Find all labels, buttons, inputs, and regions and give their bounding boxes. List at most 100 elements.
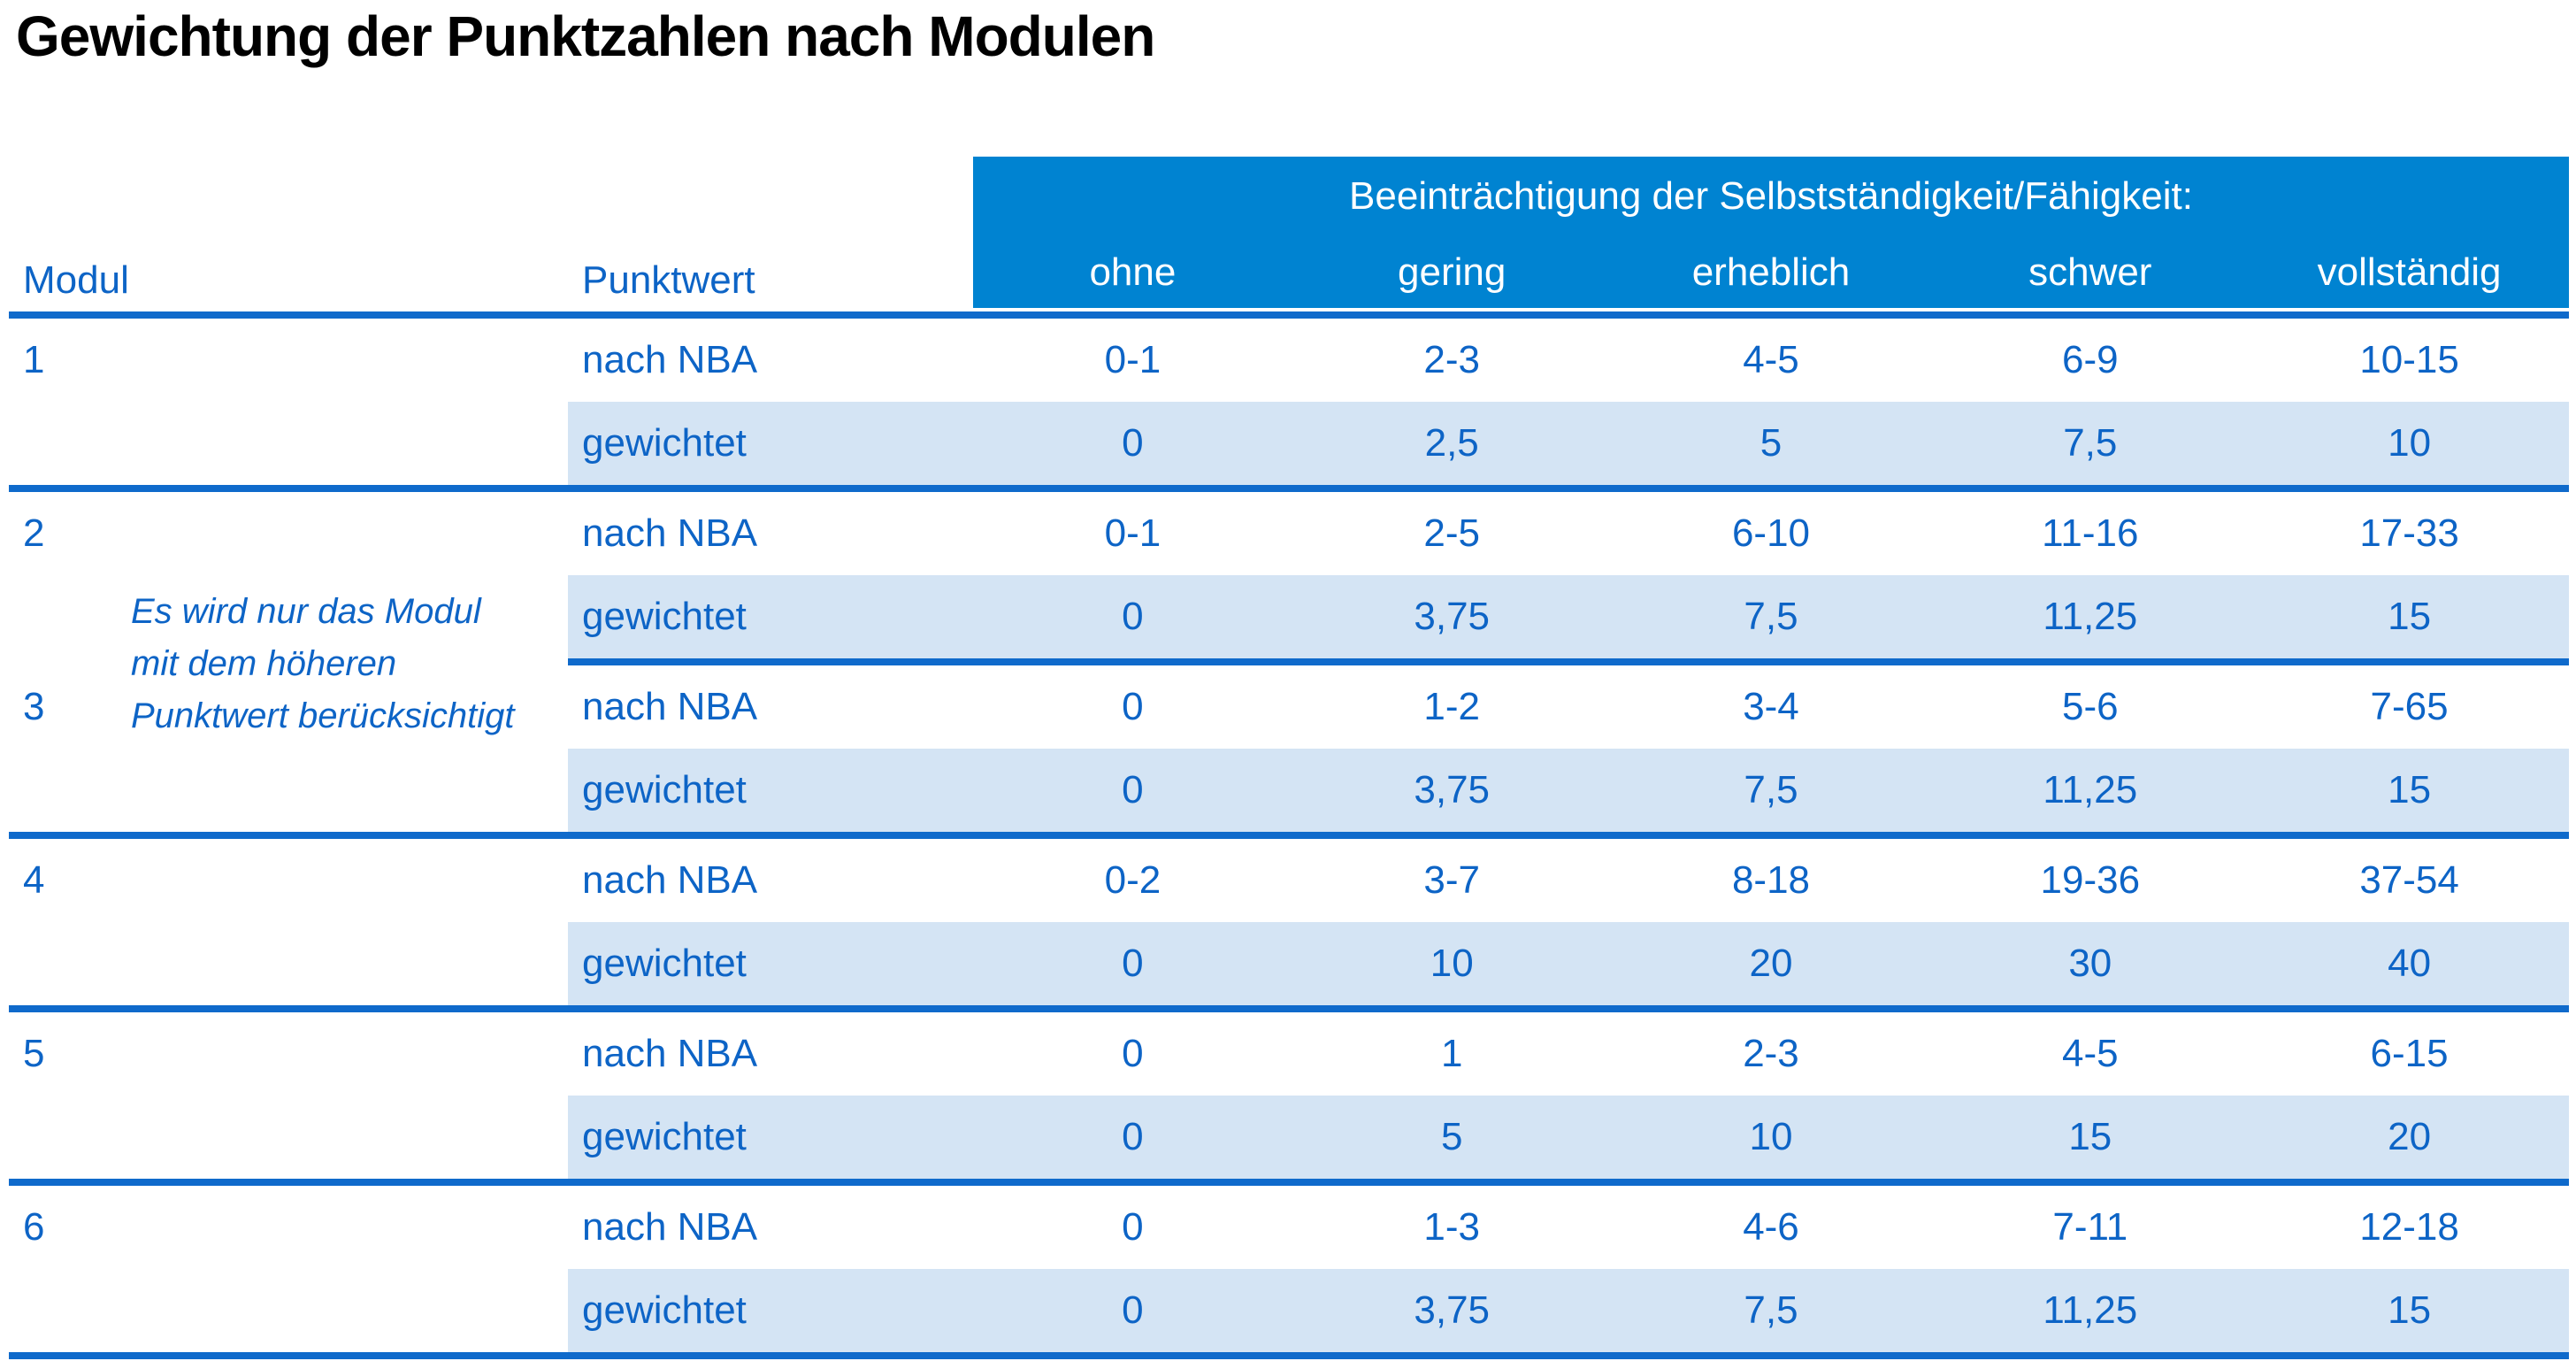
value-cell: 2-5	[1423, 511, 1480, 555]
value-cell: 2,5	[1424, 421, 1479, 465]
value-cell: 20	[1749, 942, 1793, 985]
module2-3-note: Es wird nur das Modul mit dem höheren Pu…	[131, 586, 591, 742]
value-cell: 6-10	[1731, 511, 1811, 555]
value-cell: 11,25	[2043, 768, 2138, 811]
column-header-schwer: schwer	[2028, 250, 2152, 294]
value-cell: 0	[1122, 1032, 1144, 1075]
value-cell: 1-3	[1423, 1205, 1480, 1249]
row-label-weighted: gewichtet	[582, 1115, 747, 1158]
value-cell: 3,75	[1414, 768, 1491, 811]
table-row-module3-nba: 3 nach NBA 0 1-2 3-4 5-6 7-65	[9, 665, 2569, 749]
module-number: 4	[23, 858, 45, 902]
value-cell: 11,25	[2043, 595, 2138, 638]
header-gap	[9, 308, 2569, 311]
value-cell: 40	[2388, 942, 2432, 985]
table-row-module4-nba: 4 nach NBA 0-2 3-7 8-18 19-36 37-54	[9, 839, 2569, 922]
module-number: 5	[23, 1032, 45, 1075]
value-cell: 20	[2388, 1115, 2432, 1158]
column-header-vollstaendig: vollständig	[2317, 250, 2502, 294]
value-cell: 15	[2388, 1288, 2432, 1332]
value-cell: 10-15	[2359, 338, 2459, 381]
value-cell: 0-2	[1104, 858, 1162, 902]
module-number: 3	[23, 685, 45, 728]
value-cell: 0	[1122, 1115, 1144, 1158]
value-cell: 2-3	[1423, 338, 1480, 381]
value-cell: 11-16	[2042, 511, 2139, 555]
value-cell: 3,75	[1414, 595, 1491, 638]
value-cell: 7,5	[1744, 1288, 1798, 1332]
row-divider	[9, 1179, 2569, 1186]
value-cell: 0	[1122, 1288, 1144, 1332]
value-cell: 37-54	[2359, 858, 2459, 902]
value-cell: 7,5	[1744, 595, 1798, 638]
weighting-table: Beeinträchtigung der Selbstständigkeit/F…	[9, 157, 2569, 1359]
column-header-gering: gering	[1398, 250, 1506, 294]
value-cell: 17-33	[2359, 511, 2459, 555]
module-number: 1	[23, 338, 45, 381]
table-row-module2-weighted: gewichtet 0 3,75 7,5 11,25 15	[9, 575, 2569, 658]
row-label-nba: nach NBA	[582, 685, 758, 728]
value-cell: 6-15	[2370, 1032, 2449, 1075]
table-row-module4-weighted: gewichtet 0 10 20 30 40	[9, 922, 2569, 1005]
table-header: Beeinträchtigung der Selbstständigkeit/F…	[9, 157, 2569, 308]
group-header: Beeinträchtigung der Selbstständigkeit/F…	[1349, 174, 2193, 218]
row-label-weighted: gewichtet	[582, 595, 747, 638]
value-cell: 7-65	[2370, 685, 2449, 728]
value-cell: 0-1	[1104, 338, 1162, 381]
value-cell: 3-4	[1743, 685, 1799, 728]
value-cell: 15	[2388, 768, 2432, 811]
row-label-weighted: gewichtet	[582, 942, 747, 985]
header-rule	[9, 311, 2569, 319]
row-label-weighted: gewichtet	[582, 768, 747, 811]
table-row-module6-nba: 6 nach NBA 0 1-3 4-6 7-11 12-18	[9, 1186, 2569, 1269]
module-number: 2	[23, 511, 45, 555]
table-row-module5-nba: 5 nach NBA 0 1 2-3 4-5 6-15	[9, 1012, 2569, 1096]
value-cell: 10	[1749, 1115, 1793, 1158]
row-label-nba: nach NBA	[582, 1205, 758, 1249]
note-line: Es wird nur das Modul	[131, 592, 481, 631]
value-cell: 0-1	[1104, 511, 1162, 555]
table-row-module3-weighted: gewichtet 0 3,75 7,5 11,25 15	[9, 749, 2569, 832]
value-cell: 12-18	[2359, 1205, 2459, 1249]
value-cell: 2-3	[1743, 1032, 1799, 1075]
row-label-weighted: gewichtet	[582, 1288, 747, 1332]
column-header-punktwert: Punktwert	[582, 258, 755, 302]
value-cell: 7,5	[1744, 768, 1798, 811]
table-row-module2-nba: 2 nach NBA 0-1 2-5 6-10 11-16 17-33	[9, 492, 2569, 575]
value-cell: 3-7	[1423, 858, 1480, 902]
value-cell: 19-36	[2040, 858, 2141, 902]
row-label-nba: nach NBA	[582, 1032, 758, 1075]
row-divider	[9, 1005, 2569, 1012]
value-cell: 4-5	[2061, 1032, 2119, 1075]
value-cell: 7-11	[2052, 1205, 2128, 1249]
value-cell: 0	[1122, 595, 1144, 638]
value-cell: 4-5	[1743, 338, 1799, 381]
value-cell: 1-2	[1423, 685, 1480, 728]
column-header-row: Modul Punktwert ohne gering erheblich sc…	[9, 236, 2569, 308]
page-title: Gewichtung der Punktzahlen nach Modulen	[16, 4, 1155, 68]
table-row-module6-weighted: gewichtet 0 3,75 7,5 11,25 15	[9, 1269, 2569, 1352]
value-cell: 5	[1440, 1115, 1463, 1158]
value-cell: 6-9	[2061, 338, 2119, 381]
value-cell: 0	[1122, 421, 1144, 465]
value-cell: 10	[2388, 421, 2432, 465]
value-cell: 8-18	[1731, 858, 1811, 902]
table-row-module5-weighted: gewichtet 0 5 10 15 20	[9, 1096, 2569, 1179]
value-cell: 7,5	[2063, 421, 2118, 465]
row-divider-partial	[9, 658, 2569, 665]
module-number: 6	[23, 1205, 45, 1249]
value-cell: 0	[1122, 942, 1144, 985]
value-cell: 0	[1122, 768, 1144, 811]
value-cell: 4-6	[1743, 1205, 1799, 1249]
value-cell: 15	[2068, 1115, 2112, 1158]
value-cell: 10	[1430, 942, 1474, 985]
value-cell: 5	[1760, 421, 1782, 465]
table-row-module1-nba: 1 nach NBA 0-1 2-3 4-5 6-9 10-15	[9, 319, 2569, 402]
table-row-module1-weighted: gewichtet 0 2,5 5 7,5 10	[9, 402, 2569, 485]
row-divider	[9, 485, 2569, 492]
column-header-ohne: ohne	[1089, 250, 1177, 294]
row-label-weighted: gewichtet	[582, 421, 747, 465]
value-cell: 1	[1440, 1032, 1463, 1075]
row-label-nba: nach NBA	[582, 338, 758, 381]
